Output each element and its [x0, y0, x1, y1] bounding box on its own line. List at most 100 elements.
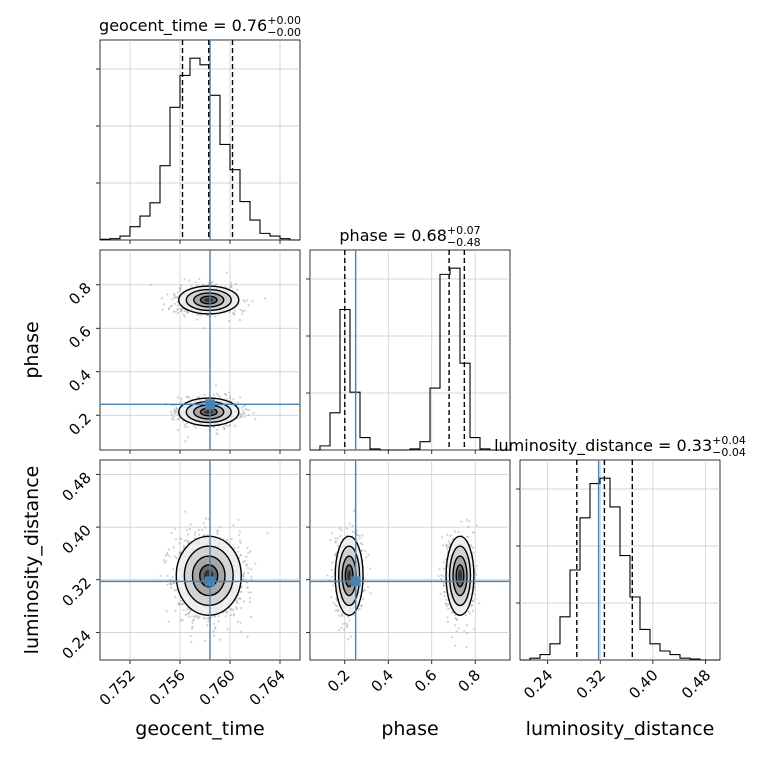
sample-point [238, 318, 241, 322]
sample-point [175, 406, 178, 409]
sample-point [216, 428, 219, 431]
sample-point [202, 327, 205, 330]
sample-point [470, 605, 473, 608]
sample-point [196, 615, 199, 619]
sample-point [210, 616, 213, 619]
sample-point [444, 558, 447, 561]
sample-point [234, 424, 237, 427]
x-tick-label: 0.8 [454, 666, 484, 696]
y-tick-label: 0.24 [58, 626, 94, 662]
sample-point [466, 518, 469, 522]
sample-point [173, 296, 176, 299]
sample-point [232, 524, 235, 527]
density-fill [347, 569, 352, 582]
sample-point [193, 533, 196, 536]
sample-point [250, 575, 253, 579]
contour-line [455, 564, 465, 588]
sample-point [180, 600, 183, 603]
sample-point [357, 608, 360, 611]
sample-point [442, 584, 445, 587]
sample-point [229, 395, 232, 398]
sample-point [331, 561, 334, 564]
sample-point [443, 585, 446, 588]
sample-point [242, 577, 245, 580]
sample-point [205, 314, 208, 317]
sample-point [185, 613, 188, 616]
sample-point [194, 614, 197, 617]
sample-point [203, 526, 207, 529]
sample-point [218, 638, 221, 641]
sample-point [212, 425, 215, 429]
sample-point [196, 313, 199, 316]
sample-point [197, 396, 200, 399]
y-tick-label: 0.32 [58, 574, 94, 610]
sample-point [166, 583, 169, 586]
sample-point [228, 310, 231, 314]
sample-point [172, 408, 176, 411]
sample-point [245, 408, 248, 411]
sample-point [239, 621, 242, 624]
sample-point [187, 612, 190, 615]
sample-point [216, 433, 219, 436]
sample-point [214, 315, 217, 318]
density-fill [204, 409, 214, 415]
sample-point [169, 578, 172, 581]
sample-point [475, 565, 478, 568]
sample-point [173, 581, 176, 585]
sample-point [194, 281, 197, 284]
density-fill [457, 569, 463, 582]
sample-point [254, 418, 257, 421]
x-tick-label: 0.752 [96, 666, 139, 709]
sample-point [176, 428, 179, 432]
sample-point [443, 582, 446, 585]
sample-point [241, 312, 244, 315]
sample-point [242, 412, 245, 415]
sample-point [223, 427, 226, 430]
xlabel-phase: phase [381, 718, 438, 740]
sample-point [186, 425, 189, 428]
sample-point [189, 634, 192, 638]
contour-line [199, 564, 219, 588]
sample-point [330, 575, 334, 578]
sample-point [250, 568, 253, 571]
sample-point [469, 543, 472, 547]
sample-point [233, 401, 236, 405]
sample-point [178, 537, 182, 540]
sample-point [240, 554, 243, 557]
sample-point [454, 644, 457, 647]
y-tick-label: 0.4 [65, 366, 95, 396]
truth-marker [350, 576, 361, 587]
sample-point [471, 600, 475, 603]
sample-point [149, 283, 152, 286]
sample-point [233, 312, 236, 315]
sample-point [207, 616, 210, 619]
sample-point [229, 285, 232, 288]
sample-point [203, 534, 206, 537]
sample-point [465, 645, 468, 649]
sample-point [178, 602, 181, 605]
sample-point [446, 533, 449, 537]
sample-point [169, 582, 172, 585]
sample-point [193, 616, 196, 619]
sample-point [239, 553, 242, 557]
sample-point [334, 541, 337, 544]
sample-point [442, 590, 445, 594]
sample-point [447, 607, 450, 610]
sample-point [250, 615, 253, 619]
sample-point [243, 415, 246, 418]
sample-point [362, 597, 365, 601]
sample-point [228, 424, 232, 427]
sample-point [172, 567, 175, 570]
sample-point [182, 546, 185, 549]
sample-point [216, 529, 220, 532]
sample-point [190, 285, 193, 288]
sample-point [214, 627, 217, 630]
density-fill [204, 297, 214, 303]
sample-point [166, 293, 169, 296]
sample-point [224, 285, 227, 289]
contour-line [199, 295, 218, 305]
sample-point [197, 528, 200, 532]
sample-point [180, 284, 183, 287]
sample-point [174, 538, 178, 541]
sample-point [180, 538, 183, 541]
